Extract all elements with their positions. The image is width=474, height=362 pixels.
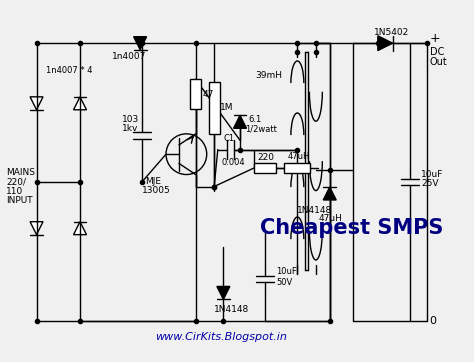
Polygon shape bbox=[323, 187, 336, 200]
Text: 110: 110 bbox=[6, 187, 23, 196]
Bar bbox=[284, 163, 310, 173]
Text: 0.004: 0.004 bbox=[221, 158, 245, 167]
Polygon shape bbox=[217, 286, 230, 299]
Text: MJE: MJE bbox=[145, 177, 161, 186]
Text: 1M: 1M bbox=[219, 104, 233, 113]
Text: 10uF: 10uF bbox=[276, 267, 297, 276]
Text: 47uH: 47uH bbox=[288, 152, 310, 161]
Text: 1N4148: 1N4148 bbox=[214, 305, 249, 314]
Text: Out: Out bbox=[429, 57, 447, 67]
Text: +: + bbox=[429, 32, 440, 45]
Text: 0: 0 bbox=[429, 316, 437, 326]
Polygon shape bbox=[30, 97, 43, 110]
Text: INPUT: INPUT bbox=[6, 196, 33, 205]
Text: 220/: 220/ bbox=[6, 177, 26, 186]
Text: 1n4007: 1n4007 bbox=[112, 52, 147, 61]
Text: 25V: 25V bbox=[421, 179, 439, 188]
Text: www.CirKits.Blogspot.in: www.CirKits.Blogspot.in bbox=[155, 332, 286, 342]
Text: 103: 103 bbox=[122, 114, 139, 123]
Polygon shape bbox=[378, 36, 392, 51]
Text: 220: 220 bbox=[257, 153, 274, 163]
Text: MAINS: MAINS bbox=[6, 168, 35, 177]
Text: 10uF: 10uF bbox=[421, 170, 444, 179]
Text: 1n4007 * 4: 1n4007 * 4 bbox=[46, 67, 92, 75]
Bar bbox=[209, 82, 219, 134]
Text: 1kv: 1kv bbox=[122, 124, 138, 133]
Text: C1: C1 bbox=[223, 134, 235, 143]
Polygon shape bbox=[30, 222, 43, 235]
Text: 1N5402: 1N5402 bbox=[374, 28, 410, 37]
Text: Cheapest SMPS: Cheapest SMPS bbox=[260, 218, 444, 238]
Text: 39mH: 39mH bbox=[256, 71, 283, 80]
Polygon shape bbox=[134, 37, 146, 50]
Text: 50V: 50V bbox=[276, 278, 292, 287]
Text: DC: DC bbox=[429, 47, 444, 58]
Text: 47: 47 bbox=[203, 89, 214, 98]
Text: 13005: 13005 bbox=[142, 186, 171, 195]
Bar bbox=[254, 163, 276, 173]
Text: 47uH: 47uH bbox=[319, 214, 343, 223]
Text: 1/2watt: 1/2watt bbox=[245, 125, 276, 134]
Polygon shape bbox=[73, 97, 86, 110]
Text: 1N4148: 1N4148 bbox=[297, 206, 333, 215]
Polygon shape bbox=[73, 222, 86, 235]
Text: 6.1: 6.1 bbox=[248, 114, 262, 123]
Polygon shape bbox=[234, 115, 246, 128]
Bar bbox=[190, 79, 201, 109]
